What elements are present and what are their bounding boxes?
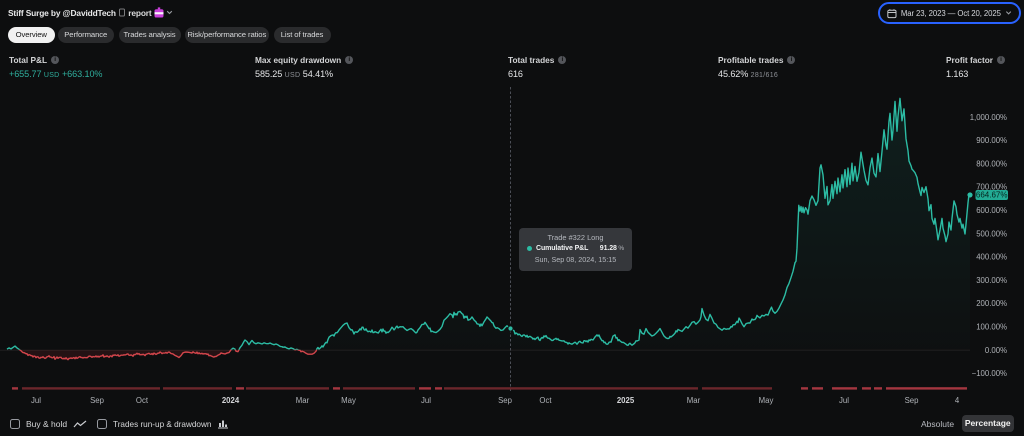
svg-text:May: May <box>759 396 774 405</box>
svg-text:Jul: Jul <box>421 396 431 405</box>
svg-text:2025: 2025 <box>617 396 635 405</box>
svg-text:May: May <box>341 396 356 405</box>
svg-text:664.67%: 664.67% <box>976 191 1008 200</box>
svg-text:Oct: Oct <box>136 396 149 405</box>
svg-text:600.00%: 600.00% <box>976 206 1007 215</box>
svg-text:Jul: Jul <box>839 396 849 405</box>
svg-text:900.00%: 900.00% <box>976 136 1007 145</box>
svg-text:Sep: Sep <box>498 396 513 405</box>
svg-text:800.00%: 800.00% <box>976 159 1007 168</box>
svg-text:200.00%: 200.00% <box>976 299 1007 308</box>
svg-text:4: 4 <box>955 396 960 405</box>
svg-text:1,000.00%: 1,000.00% <box>970 113 1007 122</box>
svg-text:400.00%: 400.00% <box>976 253 1007 262</box>
svg-text:100.00%: 100.00% <box>976 323 1007 332</box>
svg-text:Sep: Sep <box>90 396 105 405</box>
svg-text:Jul: Jul <box>31 396 41 405</box>
svg-text:Mar: Mar <box>687 396 701 405</box>
svg-text:2024: 2024 <box>222 396 240 405</box>
svg-text:0.00%: 0.00% <box>985 346 1007 355</box>
svg-text:Sep: Sep <box>905 396 920 405</box>
svg-text:Mar: Mar <box>296 396 310 405</box>
svg-text:500.00%: 500.00% <box>976 229 1007 238</box>
svg-text:700.00%: 700.00% <box>976 183 1007 192</box>
svg-text:−100.00%: −100.00% <box>972 369 1007 378</box>
svg-text:Oct: Oct <box>539 396 552 405</box>
svg-text:300.00%: 300.00% <box>976 276 1007 285</box>
